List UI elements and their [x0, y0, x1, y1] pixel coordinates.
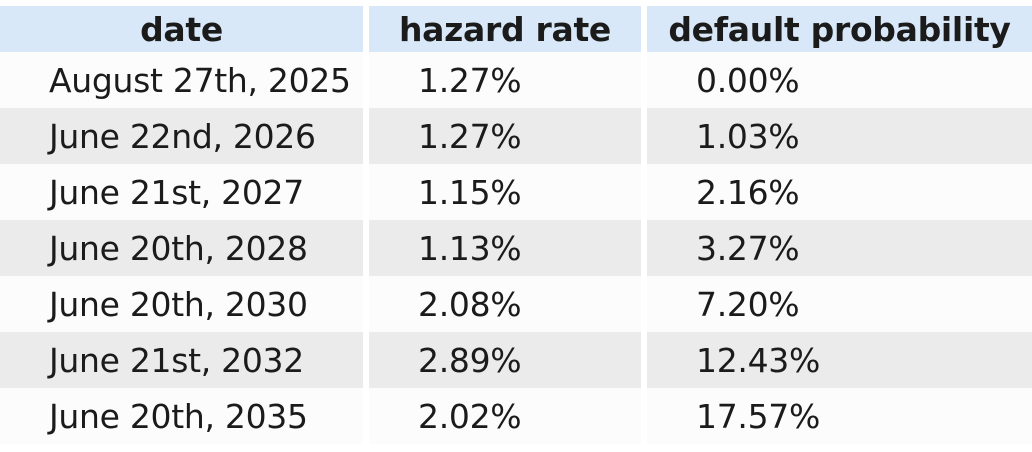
table-header-row: date hazard rate default probability: [0, 6, 1032, 52]
hazard-rate-cell: 2.89%: [369, 332, 641, 388]
column-header-date: date: [0, 6, 363, 52]
default-probability-cell: 17.57%: [647, 388, 1032, 444]
date-cell: June 20th, 2028: [0, 220, 363, 276]
column-header-default-probability: default probability: [647, 6, 1032, 52]
table-row: June 21st, 2032 2.89% 12.43%: [0, 332, 1032, 388]
table-row: June 20th, 2028 1.13% 3.27%: [0, 220, 1032, 276]
table-row: June 20th, 2030 2.08% 7.20%: [0, 276, 1032, 332]
default-probability-cell: 12.43%: [647, 332, 1032, 388]
table-row: June 21st, 2027 1.15% 2.16%: [0, 164, 1032, 220]
hazard-rate-cell: 1.13%: [369, 220, 641, 276]
default-probability-cell: 2.16%: [647, 164, 1032, 220]
table-row: June 22nd, 2026 1.27% 1.03%: [0, 108, 1032, 164]
date-cell: June 20th, 2030: [0, 276, 363, 332]
default-probability-cell: 7.20%: [647, 276, 1032, 332]
hazard-rate-cell: 1.15%: [369, 164, 641, 220]
hazard-rate-cell: 1.27%: [369, 52, 641, 108]
hazard-rate-cell: 1.27%: [369, 108, 641, 164]
date-cell: June 21st, 2027: [0, 164, 363, 220]
date-cell: August 27th, 2025: [0, 52, 363, 108]
hazard-rate-table: date hazard rate default probability Aug…: [0, 6, 1032, 444]
hazard-rate-cell: 2.08%: [369, 276, 641, 332]
hazard-rate-cell: 2.02%: [369, 388, 641, 444]
date-cell: June 21st, 2032: [0, 332, 363, 388]
default-probability-cell: 1.03%: [647, 108, 1032, 164]
date-cell: June 22nd, 2026: [0, 108, 363, 164]
column-header-hazard-rate: hazard rate: [369, 6, 641, 52]
table-row: August 27th, 2025 1.27% 0.00%: [0, 52, 1032, 108]
table-row: June 20th, 2035 2.02% 17.57%: [0, 388, 1032, 444]
default-probability-cell: 3.27%: [647, 220, 1032, 276]
date-cell: June 20th, 2035: [0, 388, 363, 444]
default-probability-cell: 0.00%: [647, 52, 1032, 108]
table-body: August 27th, 2025 1.27% 0.00% June 22nd,…: [0, 52, 1032, 444]
